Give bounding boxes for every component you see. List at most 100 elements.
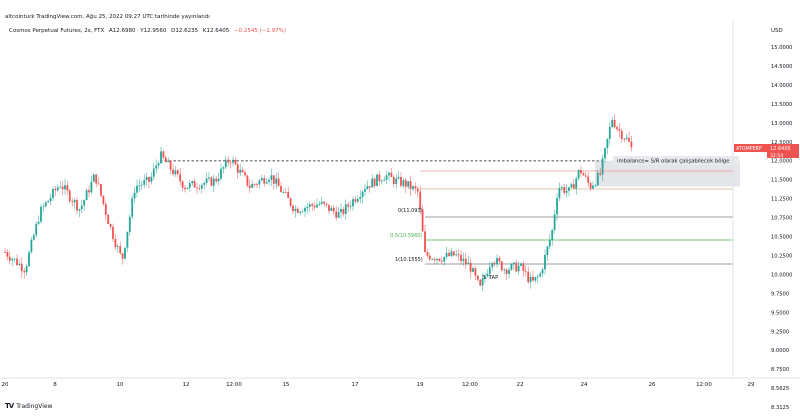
tap-label: 3. TAP [482, 275, 499, 281]
candle-body [534, 277, 537, 281]
candle-body [623, 138, 626, 140]
countdown-text: 32:54 [770, 153, 783, 159]
candle-body [282, 192, 285, 193]
candle-body [179, 174, 182, 182]
price-tick-label: 10.0000 [771, 272, 792, 278]
candle-body [40, 206, 42, 222]
candle-body [198, 188, 201, 189]
symbol-name[interactable]: Cosmos Perpetual Futures, 2s, FTX [9, 28, 105, 34]
candle-body [169, 160, 172, 170]
candle-body [380, 180, 383, 182]
candle-body [371, 178, 374, 188]
currency-label: USD [771, 28, 783, 34]
candle-body [337, 212, 340, 218]
candle-body [85, 190, 88, 201]
candle-body [76, 199, 78, 211]
candle-body [16, 258, 18, 266]
candle-body [215, 178, 218, 182]
candle-body [589, 182, 592, 189]
candle-body [572, 184, 575, 189]
candle-body [25, 266, 28, 273]
candle-body [88, 190, 90, 193]
candle-body [568, 187, 570, 191]
candle-body [426, 251, 429, 256]
candle-body [124, 247, 126, 259]
candle-body [212, 178, 215, 186]
candle-body [440, 260, 443, 262]
time-tick-label: 12:00 [462, 382, 478, 388]
candle-body [68, 190, 71, 202]
candle-body [584, 175, 587, 177]
candle-body [570, 184, 573, 188]
candle-body [563, 187, 566, 193]
candle-body [32, 235, 35, 240]
candle-body [18, 263, 21, 266]
candle-body [378, 174, 381, 182]
candle-body [284, 192, 287, 193]
candle-body [402, 180, 405, 186]
candle-body [176, 170, 179, 175]
candle-body [481, 278, 484, 286]
price-tick-label: 8.3125 [771, 405, 789, 411]
candle-body [404, 180, 407, 187]
candle-body [539, 273, 542, 277]
candle-body [400, 177, 402, 186]
price-tick-label: 9.7500 [771, 291, 789, 297]
candle-body [491, 263, 494, 268]
candle-body [517, 265, 520, 272]
candle-body [239, 169, 242, 173]
candle-body [251, 184, 254, 188]
candle-body [376, 174, 378, 186]
candle-body [112, 226, 114, 239]
price-tick-label: 14.0000 [771, 83, 792, 89]
candle-body [364, 189, 366, 192]
candle-body [452, 251, 455, 256]
candle-body [54, 188, 57, 191]
candle-body [409, 181, 412, 190]
time-tick-label: 19 [417, 382, 424, 388]
candle-body [613, 120, 616, 128]
candle-body [287, 192, 290, 199]
candle-body [210, 177, 213, 186]
tradingview-footer[interactable]: TV TradingView [5, 402, 52, 410]
candle-body [457, 254, 460, 256]
candle-body [587, 176, 590, 183]
candle-body [493, 263, 496, 264]
candle-body [234, 159, 237, 165]
candle-body [47, 200, 50, 203]
price-tick-label: 12.0000 [771, 159, 792, 165]
candle-body [23, 271, 26, 273]
candle-body [606, 138, 609, 149]
price-axis[interactable]: USD 15.0000 14.5000 14.0000 13.5000 13.0000 12… [732, 20, 799, 411]
time-axis[interactable]: 20 8 10 12 12:00 15 17 19 12:00 22 24 26 12:00 29 [0, 377, 800, 388]
candle-body [164, 157, 167, 163]
candle-body [524, 271, 527, 272]
level-lines [160, 160, 740, 265]
price-tick-label: 11.5000 [771, 178, 792, 184]
candle-body [145, 177, 148, 181]
candle-body [520, 263, 522, 266]
candle-body [505, 269, 508, 274]
candle-body [232, 159, 234, 163]
candle-body [431, 258, 434, 260]
candle-body [109, 223, 112, 227]
candle-body [104, 203, 107, 215]
candle-body [445, 253, 448, 257]
candle-body [515, 262, 518, 272]
fib-05-label: 0.5(10.5960) [390, 233, 423, 239]
candle-body [217, 178, 220, 182]
candle-body [11, 259, 14, 261]
candle-body [460, 254, 462, 261]
candle-body [592, 185, 594, 189]
candle-body [330, 207, 333, 211]
candle-body [277, 178, 280, 187]
candle-body [313, 205, 316, 208]
candle-body [167, 160, 170, 163]
candle-body [61, 186, 64, 190]
imbalance-zone [595, 160, 740, 187]
candle-body [383, 179, 386, 181]
candle-body [83, 200, 86, 206]
candle-body [64, 185, 66, 190]
candle-body [366, 186, 369, 190]
